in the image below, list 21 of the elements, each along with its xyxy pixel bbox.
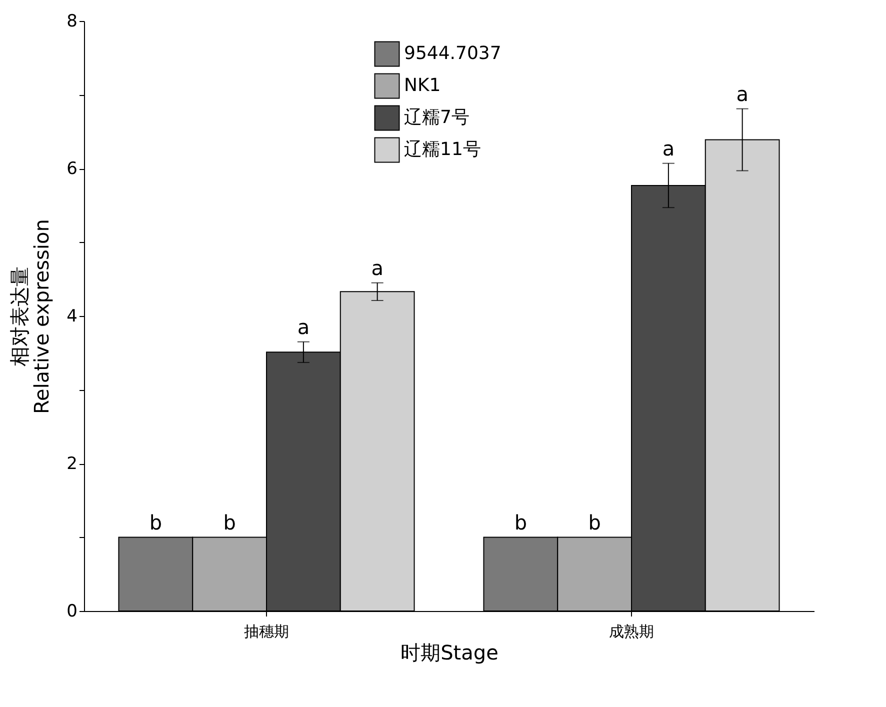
y-tick-label: 4: [66, 306, 78, 326]
data-label: b: [514, 510, 528, 534]
x-tick-label: 抽穗期: [244, 622, 289, 640]
legend-label: 9544.7037: [404, 43, 502, 64]
data-label: a: [297, 314, 310, 339]
x-tick-label: 成熟期: [609, 622, 654, 640]
data-label: a: [736, 82, 748, 106]
data-label: b: [149, 510, 162, 534]
x-axis-title: 时期Stage: [400, 640, 498, 664]
y-tick-label: 2: [66, 454, 78, 474]
y-axis-title: 相对表达量 Relative expression: [8, 219, 54, 414]
data-label: a: [371, 256, 384, 280]
legend-label: 辽糯11号: [404, 139, 481, 160]
y-tick-label: 8: [66, 12, 78, 32]
data-label: b: [588, 510, 601, 534]
y-tick-label: 6: [66, 159, 78, 179]
y-tick-label: 0: [66, 602, 78, 622]
data-label: b: [223, 510, 236, 534]
data-label: a: [662, 136, 675, 160]
legend-label: NK1: [404, 75, 441, 96]
legend-label: 辽糯7号: [404, 107, 470, 128]
